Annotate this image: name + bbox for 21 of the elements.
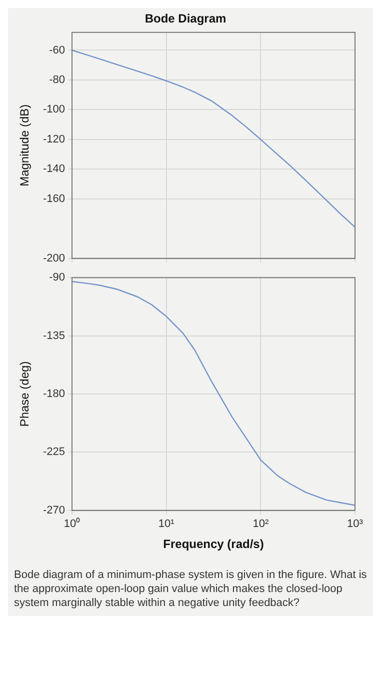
x-tick-label: 10³ — [347, 518, 364, 530]
y-tick-label: -200 — [42, 252, 65, 264]
y-tick-label: -225 — [42, 446, 65, 458]
y-tick-label: -90 — [49, 272, 65, 284]
y-tick-label: -180 — [42, 388, 65, 400]
y-axis-title: Phase (deg) — [18, 361, 32, 427]
y-tick-label: -100 — [42, 104, 65, 116]
x-axis-title: Frequency (rad/s) — [163, 537, 264, 552]
x-tick-label: 10² — [252, 518, 269, 530]
y-tick-label: -60 — [49, 44, 65, 56]
y-tick-label: -140 — [42, 163, 65, 176]
y-tick-label: -135 — [42, 330, 65, 342]
x-tick-label: 10⁰ — [64, 517, 80, 530]
y-tick-label: -120 — [42, 133, 65, 146]
y-tick-label: -80 — [49, 74, 65, 86]
text: Bode diagram of a minimum-phase system is given in the figure. What is the approximate open-loop gain value which makes the closed-loop system marginally stable within a negative unity feedback? — [14, 568, 367, 610]
y-tick-label: -270 — [42, 504, 65, 516]
y-axis-title: Magnitude (dB) — [18, 104, 32, 186]
chart-title: Bode Diagram — [144, 12, 226, 26]
x-tick-label: 10¹ — [158, 518, 175, 530]
y-tick-label: -160 — [42, 192, 65, 205]
